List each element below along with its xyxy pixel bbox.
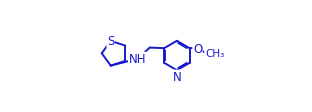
Text: N: N <box>173 71 181 83</box>
Text: O: O <box>193 42 202 55</box>
Text: CH₃: CH₃ <box>205 48 224 58</box>
Text: S: S <box>107 35 115 48</box>
Text: NH: NH <box>129 53 146 66</box>
